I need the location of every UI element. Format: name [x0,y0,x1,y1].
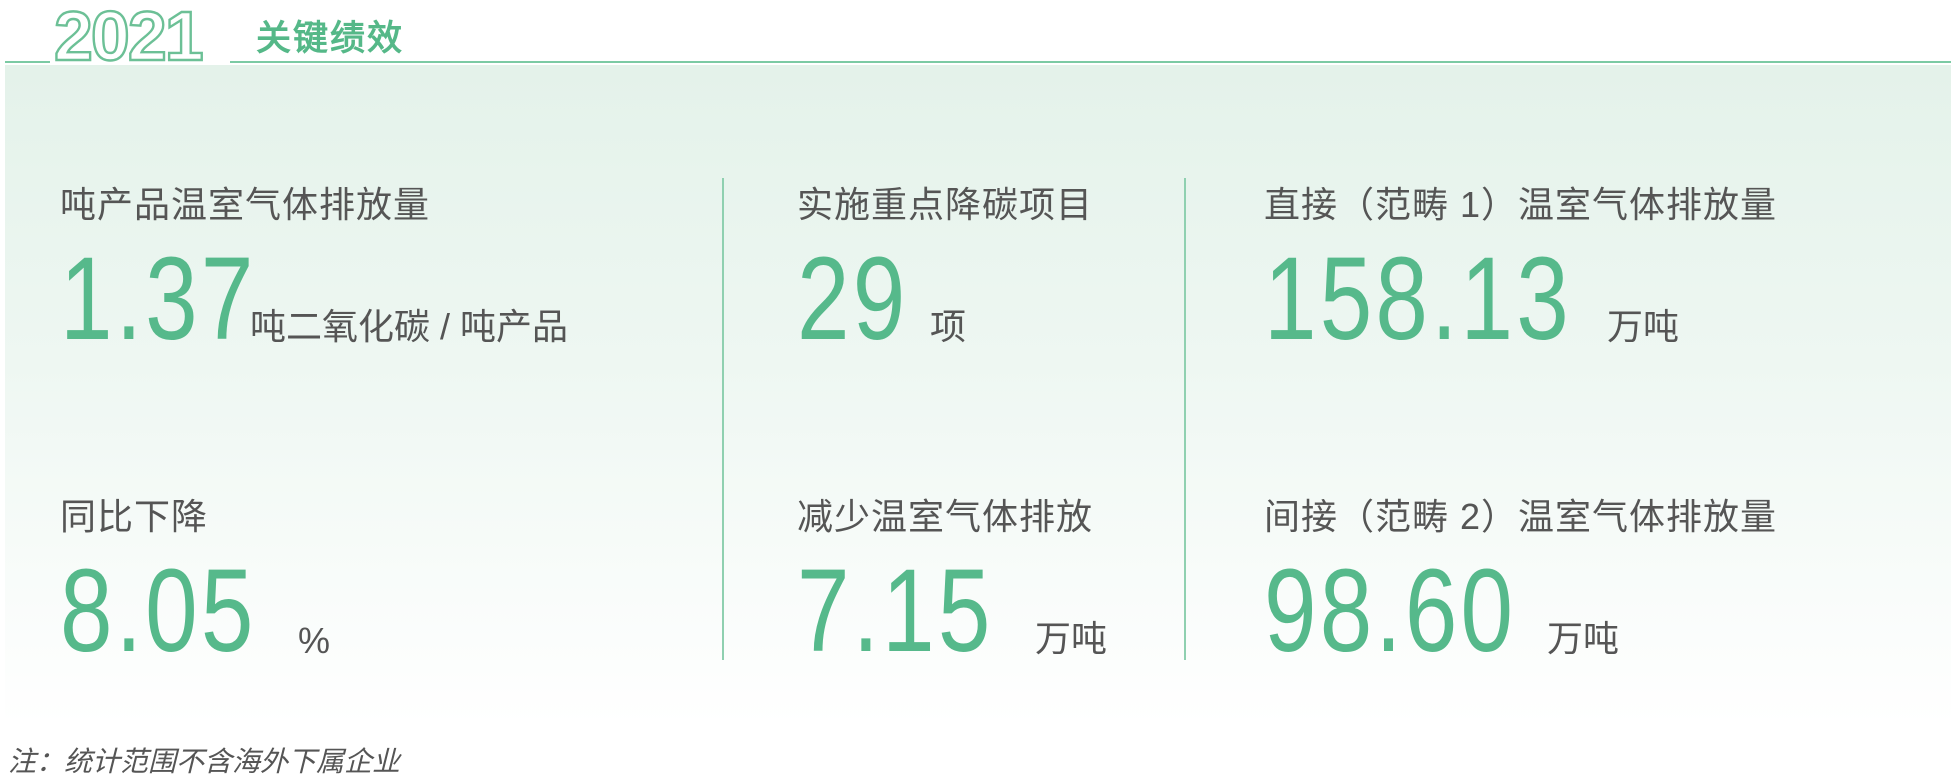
metric-label: 同比下降 [60,496,209,537]
metric-unit: 万吨 [1035,618,1108,659]
column-divider [722,178,724,660]
metric-intensity: 吨产品温室气体排放量 1.37 吨二氧化碳 / 吨产品 [60,176,568,358]
metric-value: 1.37 [60,233,257,365]
header-rule [5,61,1951,63]
metric-label: 直接（范畴 1）温室气体排放量 [1264,184,1778,225]
column-divider [1184,178,1186,660]
metric-reduction: 减少温室气体排放 7.15 万吨 [797,488,1107,670]
section-title: 关键绩效 [256,19,405,58]
metric-label: 实施重点降碳项目 [797,184,1094,225]
metric-value: 29 [797,233,909,365]
metric-label: 间接（范畴 2）温室气体排放量 [1264,496,1778,537]
metric-label: 吨产品温室气体排放量 [60,184,431,225]
metric-value: 98.60 [1264,545,1517,677]
metric-projects: 实施重点降碳项目 29 项 [797,176,1093,358]
metrics-panel [5,65,1951,725]
footnote: 注：统计范围不含海外下属企业 [8,746,401,777]
metric-scope2: 间接（范畴 2）温室气体排放量 98.60 万吨 [1264,488,1777,670]
metric-unit: 万吨 [1607,306,1680,347]
metric-value: 158.13 [1264,233,1572,365]
metric-scope1: 直接（范畴 1）温室气体排放量 158.13 万吨 [1264,176,1777,358]
metric-unit: 万吨 [1547,618,1620,659]
metric-value: 8.05 [60,545,257,677]
metric-unit: 项 [930,306,967,347]
year-text: 2021 [54,0,202,64]
metric-unit: % [298,620,331,661]
metric-yoy: 同比下降 8.05% [60,488,330,670]
year-outline-logo: 2021 [50,0,230,64]
metric-label: 减少温室气体排放 [797,496,1094,537]
metric-value: 7.15 [797,545,994,677]
metric-unit: 吨二氧化碳 / 吨产品 [250,306,569,347]
